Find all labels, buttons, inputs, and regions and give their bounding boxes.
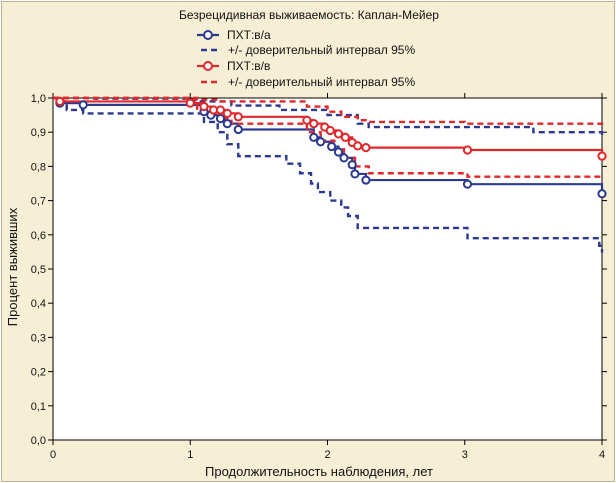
plot-area	[52, 97, 603, 441]
y-tick-label: 0,6	[31, 230, 46, 242]
legend-label: ПХТ:в/в	[227, 59, 270, 73]
y-axis-label: Процент выживших	[5, 207, 20, 326]
markers-group	[55, 96, 607, 199]
ci-line-1	[53, 96, 604, 253]
y-tick-label: 0,1	[31, 401, 46, 413]
legend: ПХТ:в/а+/- доверительный интервал 95%ПХТ…	[197, 28, 415, 89]
censor-marker	[222, 119, 232, 129]
x-axis-label: Продолжительность наблюдения, лет	[205, 464, 433, 479]
censor-marker	[233, 112, 243, 122]
censor-marker	[361, 142, 371, 153]
censor-marker	[199, 101, 209, 112]
y-tick-label: 0,0	[31, 435, 46, 447]
x-tick-label: 0	[50, 449, 56, 461]
censor-marker	[233, 124, 243, 135]
censor-marker	[215, 105, 226, 115]
censor-marker	[333, 129, 344, 139]
x-tick-label: 1	[187, 449, 193, 461]
y-tick-label: 0,8	[31, 161, 46, 173]
censor-marker	[597, 189, 607, 199]
censor-marker	[597, 151, 607, 161]
censor-marker	[361, 175, 371, 185]
y-tick-label: 0,2	[31, 367, 46, 379]
censor-marker	[339, 153, 349, 163]
censor-marker	[350, 169, 360, 179]
ci-line-5	[53, 96, 604, 126]
censor-marker	[333, 147, 344, 157]
censor-marker	[347, 160, 357, 170]
censor-marker	[353, 141, 363, 151]
x-tick-label: 2	[324, 449, 330, 461]
x-tick-label: 4	[599, 449, 605, 461]
legend-marker	[203, 30, 213, 40]
y-tick-label: 0,7	[31, 196, 46, 208]
censor-marker	[78, 100, 88, 110]
censor-marker	[462, 145, 473, 155]
axes-group: 0,0 0,1 0,2 0,3 0,4 0,5 0,6 0,7 0,8 0,9 1,0 0 1 2 3 4	[31, 93, 607, 461]
chart-title: Безрецидивная выживаемость: Каплан-Мейер	[179, 8, 439, 22]
y-tick-label: 0,9	[31, 127, 46, 139]
censor-marker	[462, 179, 473, 189]
censor-marker	[340, 132, 350, 142]
y-tick-label: 0,4	[31, 298, 46, 310]
censor-marker	[215, 113, 226, 124]
censor-marker	[302, 115, 312, 125]
censor-marker	[185, 98, 195, 108]
censor-marker	[222, 108, 232, 118]
censor-marker	[309, 119, 319, 129]
censor-marker	[325, 125, 335, 136]
y-tick-label: 0,3	[31, 332, 46, 344]
y-tick-label: 0,5	[31, 264, 46, 276]
censor-marker	[309, 132, 319, 142]
legend-label: +/- доверительный интервал 95%	[228, 43, 415, 57]
censor-marker	[316, 137, 326, 147]
x-tick-label: 3	[462, 449, 468, 461]
censor-marker	[55, 96, 65, 107]
censor-marker	[327, 141, 337, 152]
legend-label: ПХТ:в/а	[227, 28, 271, 42]
y-tick-label: 1,0	[31, 93, 46, 105]
legend-marker	[203, 61, 213, 71]
legend-label: +/- доверительный интервал 95%	[228, 75, 415, 89]
